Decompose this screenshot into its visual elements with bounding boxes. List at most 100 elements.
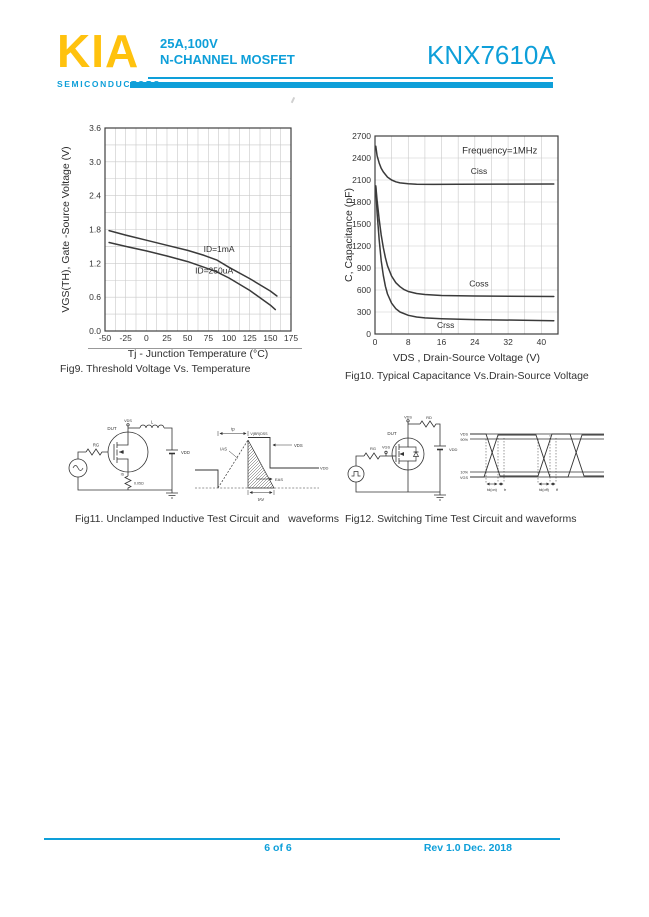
fig10-capacitance-chart: 0 8 16 24 32 40 0 300 600 900 1200 1500 1800 2100 2400…	[343, 131, 559, 364]
revision-text: Rev 1.0 Dec. 2018	[423, 842, 512, 854]
vbrdss-label: V(BR)DSS	[250, 432, 268, 436]
vds-terminal	[126, 423, 130, 427]
fig9-caption: Fig9. Threshold Voltage Vs. Temperature	[60, 363, 251, 375]
y-tick-label: 0	[366, 329, 371, 339]
resistor-rg-symbol	[363, 452, 382, 460]
plot-border	[104, 127, 292, 332]
y-tick-label: 600	[357, 285, 371, 295]
vds-label: VDS	[404, 416, 412, 420]
y-tick-label: 0.6	[89, 292, 101, 302]
series-curve-id-1ma	[108, 229, 278, 297]
x-tick-label: 16	[437, 337, 447, 347]
current-ramp-trace	[217, 439, 249, 489]
fig12-test-circuit-schematic: DUT RG VGS VDS RD VDD	[347, 415, 458, 501]
tp-guides	[217, 431, 249, 436]
y-tick-label: 3.6	[89, 123, 101, 133]
fig12-caption: Fig12. Switching Time Test Circuit and w…	[345, 513, 577, 525]
sense-resistor-symbol	[124, 475, 132, 490]
bottom-rail	[77, 477, 172, 491]
series-label: ID=250uA	[195, 265, 233, 275]
part-number: KNX7610A	[427, 40, 556, 70]
drain-wire	[399, 424, 409, 448]
tdoff-label: td(off)	[539, 488, 550, 492]
x-tick-label: 125	[243, 333, 257, 343]
dut-label: DUT	[387, 431, 396, 436]
footer-rule	[44, 838, 560, 840]
x-tick-label: 25	[162, 333, 172, 343]
kia-logo-subtitle: SEMICONDUCTORS	[57, 79, 161, 89]
ground-symbol	[434, 492, 446, 501]
y-axis-title: C, Capacitance (pF)	[343, 188, 355, 282]
avalanche-energy-area	[247, 439, 275, 489]
signal-generator-symbol	[347, 465, 365, 483]
vgs-level-label: VGS	[460, 476, 468, 480]
wire	[438, 423, 441, 446]
resistor-rd-symbol	[419, 420, 438, 428]
kia-logo: KIA	[57, 25, 140, 77]
x-axis-title: VDS , Drain-Source Voltage (V)	[393, 352, 540, 364]
tr-label: tr	[504, 488, 507, 492]
mosfet-arrow	[399, 452, 404, 456]
rg-label: RG	[93, 443, 99, 448]
fig9-threshold-voltage-chart: -50 -25 0 25 50 75 100 125 150 175 0.0 0.6 1.2 1.8 2.4…	[60, 123, 298, 360]
vdd-label: VDD	[181, 450, 190, 455]
vds-level-label: VDS	[460, 433, 468, 437]
series-curve-crss	[375, 186, 555, 322]
fig12-switching-waveform-diagram: VDS 90% 10% VGS td(on) tr td(off) tf	[460, 433, 604, 492]
body-diode-triangle	[412, 451, 420, 457]
gate-pulse-trace	[195, 469, 219, 488]
x-tick-label: -25	[120, 333, 133, 343]
x-tick-label: 150	[263, 333, 277, 343]
pulse-glyph	[351, 471, 361, 477]
eas-label: EAS	[275, 477, 283, 482]
vdd-label: VDD	[320, 466, 329, 471]
shunt-label: 0.05Ω	[134, 482, 144, 486]
resistor-rg-symbol	[85, 448, 108, 456]
fig10-caption: Fig10. Typical Capacitance Vs.Drain-Sour…	[345, 370, 589, 382]
inductor-label: L	[151, 420, 154, 425]
x-tick-label: 100	[222, 333, 236, 343]
series-label: Crss	[437, 320, 454, 330]
page-number: 6 of 6	[264, 842, 292, 854]
tav-guides	[247, 490, 275, 495]
x-tick-label: 24	[470, 337, 480, 347]
source-wire	[399, 460, 409, 492]
vds-trace	[470, 433, 604, 477]
dut-label: DUT	[107, 426, 116, 431]
x-tick-label: 0	[373, 337, 378, 347]
body-diode-wires	[408, 446, 417, 462]
plot-border	[374, 135, 559, 335]
y-tick-label: 3.0	[89, 157, 101, 167]
bottom-rail	[355, 482, 440, 493]
fig11-caption: Fig11. Unclamped Inductive Test Circuit …	[75, 513, 339, 525]
vgs-terminal	[384, 450, 388, 455]
tf-label: tf	[556, 488, 559, 492]
tav-label: tAV	[258, 497, 265, 502]
vds-terminal	[406, 419, 410, 423]
wire	[77, 451, 86, 459]
y-tick-label: 1.8	[89, 225, 101, 235]
series-label: ID=1mA	[204, 244, 235, 254]
x-tick-label: 175	[284, 333, 298, 343]
tp-label: tp	[231, 427, 235, 432]
y-tick-label: 1.2	[89, 258, 101, 268]
y-tick-label: 2100	[352, 175, 371, 185]
x-axis-title: Tj - Junction Temperature (°C)	[128, 348, 269, 360]
y-tick-label: 2.4	[89, 191, 101, 201]
drain-wire	[117, 428, 129, 446]
rg-label: RG	[370, 446, 376, 451]
device-spec-line1: 25A,100V	[160, 36, 218, 51]
wire	[164, 427, 173, 450]
device-spec-line2: N-CHANNEL MOSFET	[160, 52, 295, 67]
wire	[355, 455, 364, 466]
x-tick-label: 40	[537, 337, 547, 347]
ten-percent-label: 10%	[460, 471, 468, 475]
y-tick-label: 1500	[352, 219, 371, 229]
x-tick-label: 75	[204, 333, 214, 343]
vgs-label: VGS	[382, 446, 390, 450]
y-tick-label: 2700	[352, 131, 371, 141]
chart-annotation: Frequency=1MHz	[462, 146, 537, 157]
is-label: IS	[121, 473, 125, 477]
ias-pointer	[228, 450, 239, 459]
